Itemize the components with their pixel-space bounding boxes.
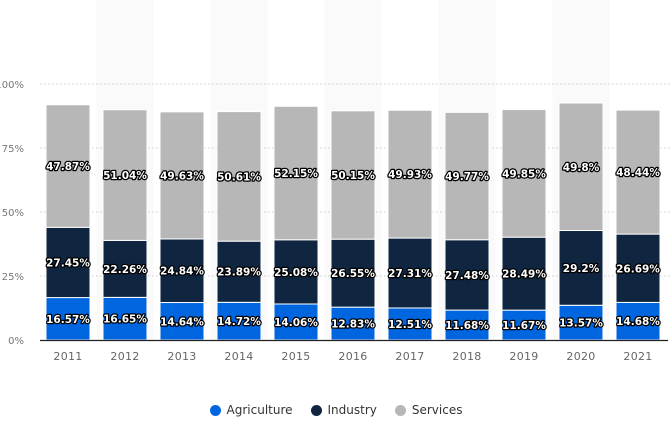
bar-segment-services	[216, 111, 262, 242]
legend-marker-icon	[310, 404, 322, 416]
x-tick-label: 2018	[452, 350, 481, 363]
data-label: 48.44%	[616, 167, 660, 179]
x-tick-label: 2021	[623, 350, 652, 363]
y-tick-label: 50%	[2, 208, 24, 219]
y-tick-label: 75%	[2, 144, 24, 155]
bar-segment-industry	[159, 238, 205, 304]
x-tick-label: 2020	[566, 350, 595, 363]
data-label: 13.57%	[559, 318, 603, 330]
bar-segment-industry	[615, 233, 661, 303]
bar-segment-services	[159, 111, 205, 240]
x-tick-label: 2016	[338, 350, 367, 363]
bar-segment-services	[558, 102, 604, 232]
data-label: 27.45%	[46, 257, 90, 269]
bar-segment-agriculture	[216, 301, 262, 341]
bar-segment-industry	[387, 237, 433, 309]
bar-segment-services	[615, 109, 661, 235]
bar-segment-industry	[273, 239, 319, 305]
data-label: 50.61%	[217, 171, 261, 183]
legend-item-industry[interactable]: Industry	[310, 403, 377, 417]
x-tick-label: 2011	[53, 350, 82, 363]
data-label: 49.63%	[160, 170, 204, 182]
data-label: 14.68%	[616, 316, 660, 328]
bar-segment-agriculture	[444, 309, 490, 341]
data-label: 52.15%	[274, 168, 318, 180]
data-label: 29.2%	[563, 263, 600, 275]
bar-segment-services	[387, 109, 433, 239]
legend-marker-icon	[394, 404, 406, 416]
bar-segment-agriculture	[387, 307, 433, 341]
legend-marker-icon	[209, 404, 221, 416]
bar-segment-agriculture	[159, 302, 205, 341]
data-label: 16.57%	[46, 314, 90, 326]
x-tick-label: 2017	[395, 350, 424, 363]
data-label: 28.49%	[502, 269, 546, 281]
bar-segment-services	[330, 110, 376, 240]
bar-segment-services	[273, 105, 319, 241]
data-label: 11.68%	[445, 320, 489, 332]
data-label: 27.31%	[388, 268, 432, 280]
chart-svg: 0% 25% 50% 75% 100% 16.57% 27.45% 47.87% 2011 16.…	[0, 80, 672, 363]
data-label: 50.15%	[331, 170, 375, 182]
y-tick-label: 0%	[8, 336, 24, 347]
bar-segment-industry	[330, 238, 376, 308]
data-label: 26.69%	[616, 263, 660, 275]
legend: Agriculture Industry Services	[0, 403, 672, 417]
data-label: 14.64%	[160, 316, 204, 328]
x-tick-label: 2015	[281, 350, 310, 363]
legend-label: Services	[411, 403, 463, 417]
data-label: 24.84%	[160, 266, 204, 278]
bar-segment-agriculture	[273, 303, 319, 341]
data-label: 12.83%	[331, 319, 375, 331]
y-tick-label: 100%	[0, 80, 24, 91]
data-label: 49.8%	[563, 162, 600, 174]
data-label: 27.48%	[445, 270, 489, 282]
x-tick-label: 2019	[509, 350, 538, 363]
bar-segment-industry	[45, 226, 91, 299]
bar-segment-agriculture	[615, 301, 661, 341]
x-tick-label: 2012	[110, 350, 139, 363]
data-label: 14.06%	[274, 317, 318, 329]
data-label: 22.26%	[103, 264, 147, 276]
data-label: 49.85%	[502, 168, 546, 180]
legend-item-agriculture[interactable]: Agriculture	[209, 403, 293, 417]
data-label: 47.87%	[46, 161, 90, 173]
legend-label: Agriculture	[226, 403, 293, 417]
data-label: 11.67%	[502, 320, 546, 332]
legend-label: Industry	[327, 403, 377, 417]
bar-segment-agriculture	[330, 306, 376, 341]
bar-segment-agriculture	[102, 296, 148, 341]
x-tick-label: 2013	[167, 350, 196, 363]
bar-segment-agriculture	[501, 309, 547, 341]
bar-segment-industry	[501, 236, 547, 311]
data-label: 26.55%	[331, 268, 375, 280]
data-label: 49.77%	[445, 171, 489, 183]
bar-segment-services	[501, 109, 547, 238]
bar-segment-services	[45, 104, 91, 228]
data-label: 12.51%	[388, 319, 432, 331]
legend-item-services[interactable]: Services	[394, 403, 463, 417]
bar-segment-services	[102, 109, 148, 241]
x-tick-label: 2014	[224, 350, 253, 363]
data-label: 14.72%	[217, 316, 261, 328]
data-label: 25.08%	[274, 267, 318, 279]
data-label: 16.65%	[103, 314, 147, 326]
y-tick-label: 25%	[2, 272, 24, 283]
data-label: 51.04%	[103, 170, 147, 182]
bar-segment-industry	[444, 239, 490, 311]
bar-segment-industry	[558, 230, 604, 306]
data-label: 23.89%	[217, 267, 261, 279]
data-label: 49.93%	[388, 169, 432, 181]
bar-segment-services	[444, 111, 490, 241]
